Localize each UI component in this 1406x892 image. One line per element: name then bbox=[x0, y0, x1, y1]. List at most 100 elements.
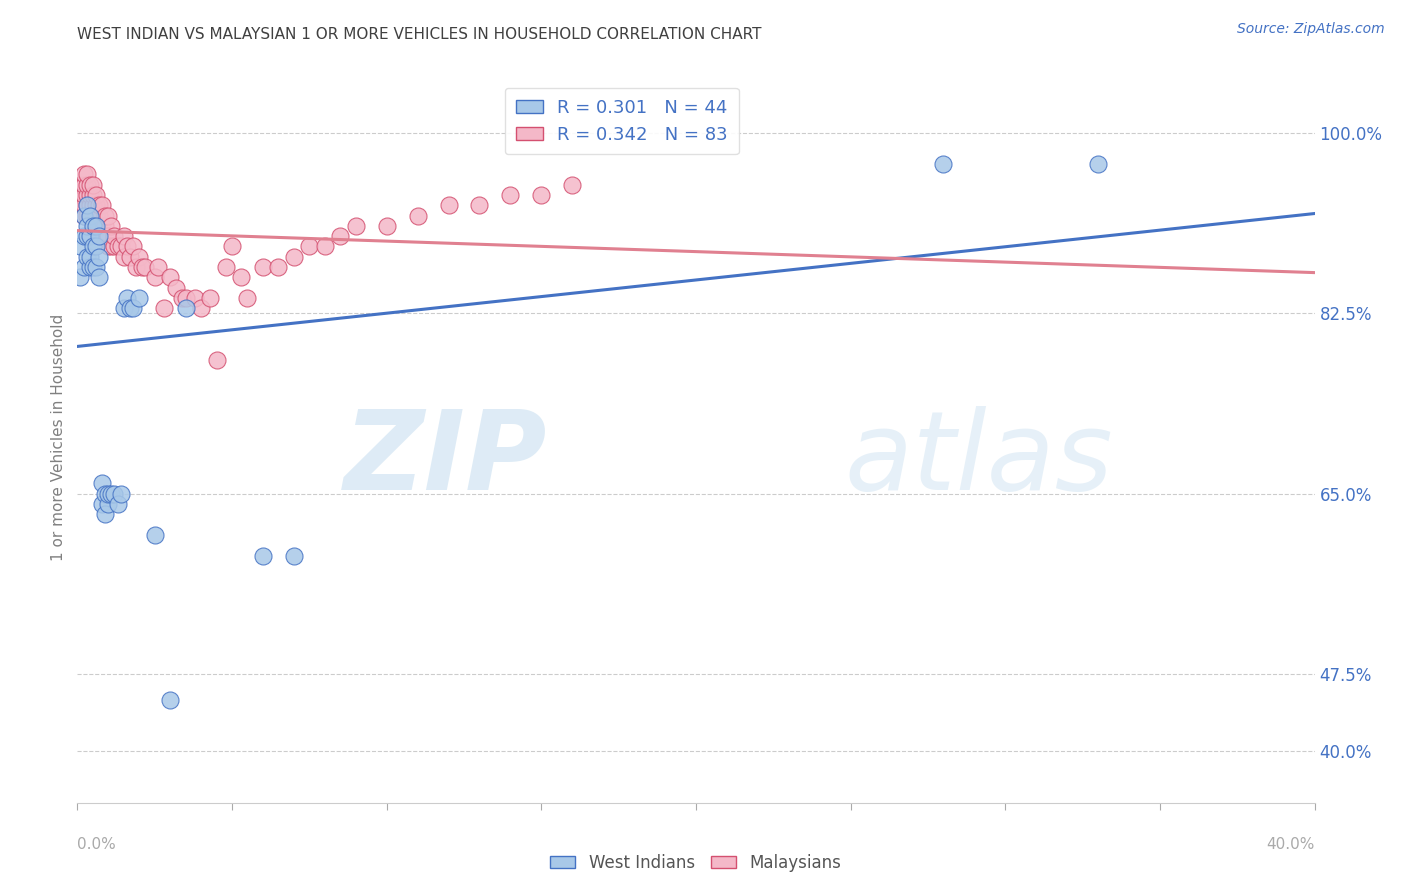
Point bbox=[143, 270, 166, 285]
Point bbox=[79, 260, 101, 274]
Point bbox=[122, 301, 145, 316]
Point bbox=[122, 239, 145, 253]
Point bbox=[82, 209, 104, 223]
Point bbox=[100, 239, 122, 253]
Point bbox=[103, 229, 125, 244]
Legend: West Indians, Malaysians: West Indians, Malaysians bbox=[544, 847, 848, 879]
Point bbox=[159, 270, 181, 285]
Point bbox=[221, 239, 243, 253]
Point bbox=[314, 239, 336, 253]
Point bbox=[79, 178, 101, 192]
Text: Source: ZipAtlas.com: Source: ZipAtlas.com bbox=[1237, 22, 1385, 37]
Point bbox=[82, 188, 104, 202]
Point bbox=[103, 487, 125, 501]
Point bbox=[932, 157, 955, 171]
Point bbox=[112, 301, 135, 316]
Point bbox=[468, 198, 491, 212]
Point bbox=[76, 219, 98, 233]
Point bbox=[69, 188, 91, 202]
Point bbox=[72, 167, 94, 181]
Point bbox=[165, 281, 187, 295]
Point bbox=[79, 188, 101, 202]
Point bbox=[172, 291, 194, 305]
Point bbox=[72, 209, 94, 223]
Point bbox=[69, 198, 91, 212]
Point bbox=[82, 239, 104, 253]
Point bbox=[118, 301, 141, 316]
Point bbox=[84, 188, 107, 202]
Point bbox=[79, 209, 101, 223]
Point bbox=[437, 198, 460, 212]
Point bbox=[128, 291, 150, 305]
Point bbox=[94, 219, 117, 233]
Point bbox=[267, 260, 290, 274]
Point bbox=[72, 209, 94, 223]
Text: ZIP: ZIP bbox=[344, 406, 547, 513]
Point bbox=[84, 219, 107, 233]
Point bbox=[87, 229, 110, 244]
Point bbox=[97, 229, 120, 244]
Point bbox=[87, 209, 110, 223]
Point bbox=[174, 301, 197, 316]
Point bbox=[107, 497, 129, 511]
Point bbox=[252, 549, 274, 563]
Point bbox=[82, 219, 104, 233]
Point bbox=[76, 209, 98, 223]
Point bbox=[200, 291, 222, 305]
Point bbox=[110, 239, 132, 253]
Point bbox=[100, 487, 122, 501]
Point bbox=[69, 198, 91, 212]
Point bbox=[82, 260, 104, 274]
Point bbox=[190, 301, 212, 316]
Point bbox=[174, 291, 197, 305]
Point bbox=[128, 250, 150, 264]
Point bbox=[215, 260, 238, 274]
Point bbox=[406, 209, 429, 223]
Point bbox=[329, 229, 352, 244]
Point bbox=[94, 209, 117, 223]
Point bbox=[87, 229, 110, 244]
Point bbox=[76, 250, 98, 264]
Point bbox=[499, 188, 522, 202]
Point bbox=[76, 229, 98, 244]
Point bbox=[91, 476, 114, 491]
Point bbox=[94, 487, 117, 501]
Point bbox=[112, 250, 135, 264]
Point bbox=[97, 497, 120, 511]
Point bbox=[91, 229, 114, 244]
Point bbox=[84, 239, 107, 253]
Point bbox=[84, 260, 107, 274]
Point bbox=[76, 178, 98, 192]
Point bbox=[79, 250, 101, 264]
Point bbox=[76, 198, 98, 212]
Point bbox=[69, 178, 91, 192]
Point bbox=[84, 198, 107, 212]
Point bbox=[561, 178, 583, 192]
Point bbox=[82, 178, 104, 192]
Point bbox=[236, 291, 259, 305]
Text: atlas: atlas bbox=[845, 406, 1114, 513]
Point bbox=[125, 260, 148, 274]
Point bbox=[97, 487, 120, 501]
Point bbox=[72, 260, 94, 274]
Point bbox=[79, 198, 101, 212]
Point bbox=[84, 209, 107, 223]
Point bbox=[344, 219, 367, 233]
Point bbox=[76, 188, 98, 202]
Point bbox=[115, 291, 138, 305]
Point bbox=[72, 229, 94, 244]
Point bbox=[72, 198, 94, 212]
Point bbox=[110, 487, 132, 501]
Point bbox=[231, 270, 253, 285]
Point bbox=[134, 260, 156, 274]
Text: 40.0%: 40.0% bbox=[1267, 837, 1315, 852]
Point bbox=[107, 239, 129, 253]
Point bbox=[1087, 157, 1109, 171]
Point bbox=[69, 239, 91, 253]
Point bbox=[131, 260, 153, 274]
Point bbox=[76, 198, 98, 212]
Point bbox=[252, 260, 274, 274]
Point bbox=[205, 352, 228, 367]
Point bbox=[103, 239, 125, 253]
Y-axis label: 1 or more Vehicles in Household: 1 or more Vehicles in Household bbox=[51, 313, 66, 561]
